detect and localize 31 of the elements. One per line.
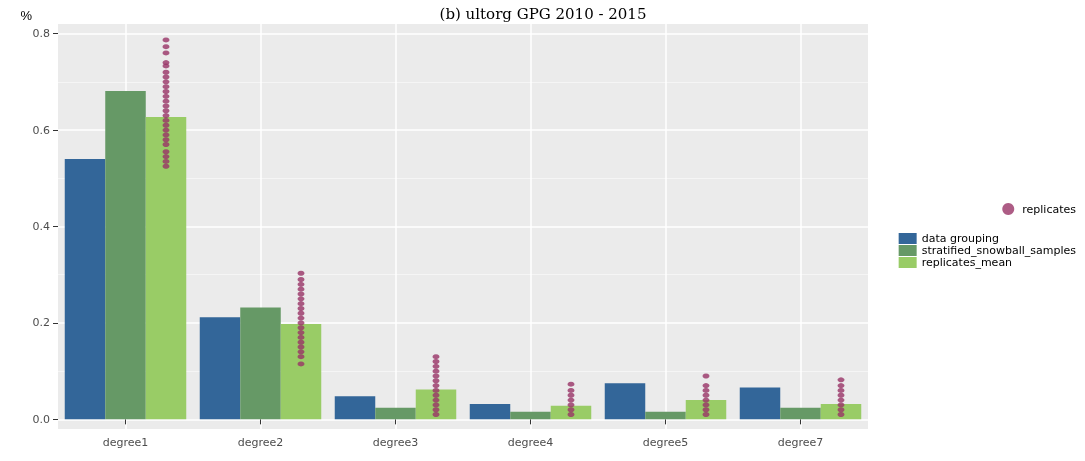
x-tick-label: degree2 [237,436,284,449]
bar [780,407,821,420]
legend-label: replicates_mean [921,256,1013,269]
bar [645,411,686,420]
bar [105,91,146,420]
y-axis-title: % [20,8,33,23]
bar [199,317,241,420]
y-tick-label: 0.6 [32,123,50,137]
bar [240,307,281,420]
bar [604,383,646,420]
bar [64,159,106,420]
y-tick-label: 0.2 [32,316,50,330]
x-tick-label: degree4 [507,436,554,449]
chart-title: (b) ultorg GPG 2010 - 2015 [439,4,647,23]
bar [510,411,551,420]
bar [469,403,511,420]
y-tick-label: 0.0 [32,412,50,426]
legend-label: replicates [1022,202,1077,216]
y-tick-label: 0.8 [32,27,50,41]
y-tick-label: 0.4 [32,220,50,233]
x-tick-label: degree7 [777,436,824,449]
x-tick-label: degree3 [372,436,419,449]
x-tick-label: degree1 [102,436,149,449]
bar [145,117,187,420]
bar [280,323,322,420]
bar [375,407,416,420]
bar [739,387,781,420]
legend-label: data grouping [921,232,999,245]
x-tick-label: degree5 [642,436,689,449]
legend-label: stratified_snowball_samples [921,244,1077,257]
bar [334,396,376,420]
